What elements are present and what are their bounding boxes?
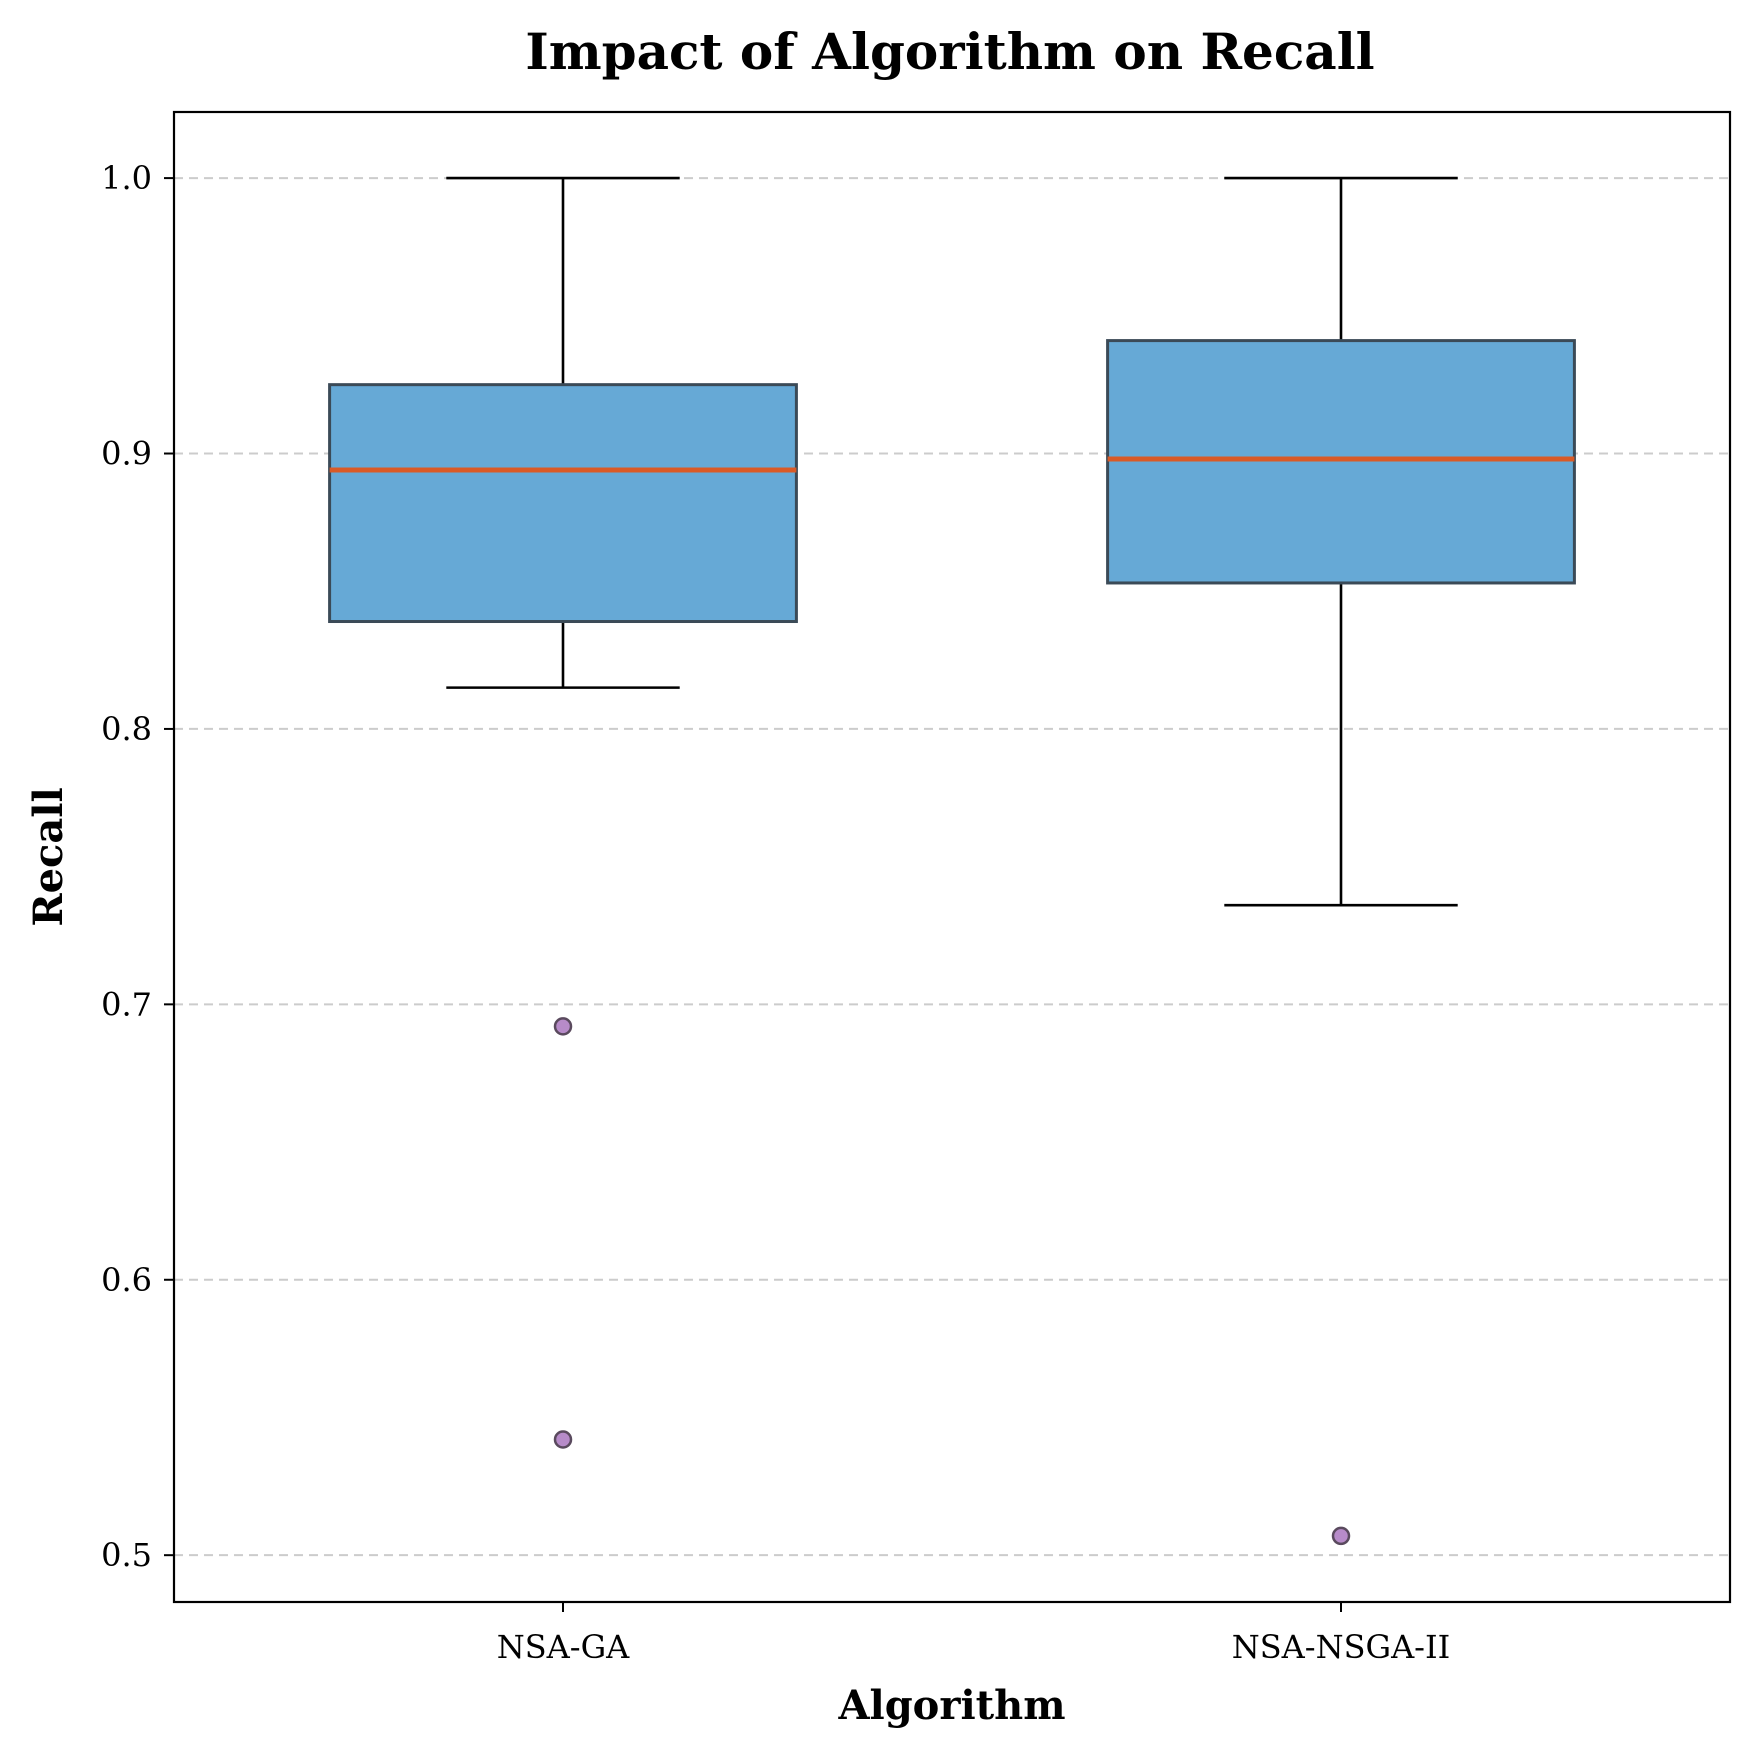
chart-title: Impact of Algorithm on Recall: [525, 22, 1374, 81]
y-tick-label: 0.8: [101, 710, 152, 748]
boxes: [328, 176, 1576, 1546]
outlier-point: [1331, 1526, 1351, 1546]
y-tick-label: 0.9: [101, 435, 152, 473]
y-axis-ticks: 0.5 0.6 0.7 0.8 0.9 1.0: [101, 159, 174, 1574]
box-group: [1106, 176, 1576, 1546]
x-tick-label: NSA-NSGA-II: [1232, 1628, 1451, 1666]
plot-frame: [172, 110, 1732, 1604]
box-group: [328, 176, 798, 1449]
iqr-box: [328, 383, 798, 624]
y-tick-label: 0.5: [101, 1536, 152, 1574]
y-tick-label: 0.6: [101, 1261, 152, 1299]
iqr-box: [1106, 339, 1576, 585]
y-axis-label: Recall: [25, 787, 72, 926]
x-tick-label: NSA-GA: [497, 1628, 630, 1666]
y-tick-label: 1.0: [101, 159, 152, 197]
x-axis-label: Algorithm: [837, 1682, 1065, 1729]
outlier-point: [553, 1017, 573, 1036]
x-axis-ticks: NSA-GA NSA-NSGA-II: [497, 1602, 1451, 1666]
outlier-point: [553, 1430, 573, 1449]
y-tick-label: 0.7: [101, 985, 152, 1023]
